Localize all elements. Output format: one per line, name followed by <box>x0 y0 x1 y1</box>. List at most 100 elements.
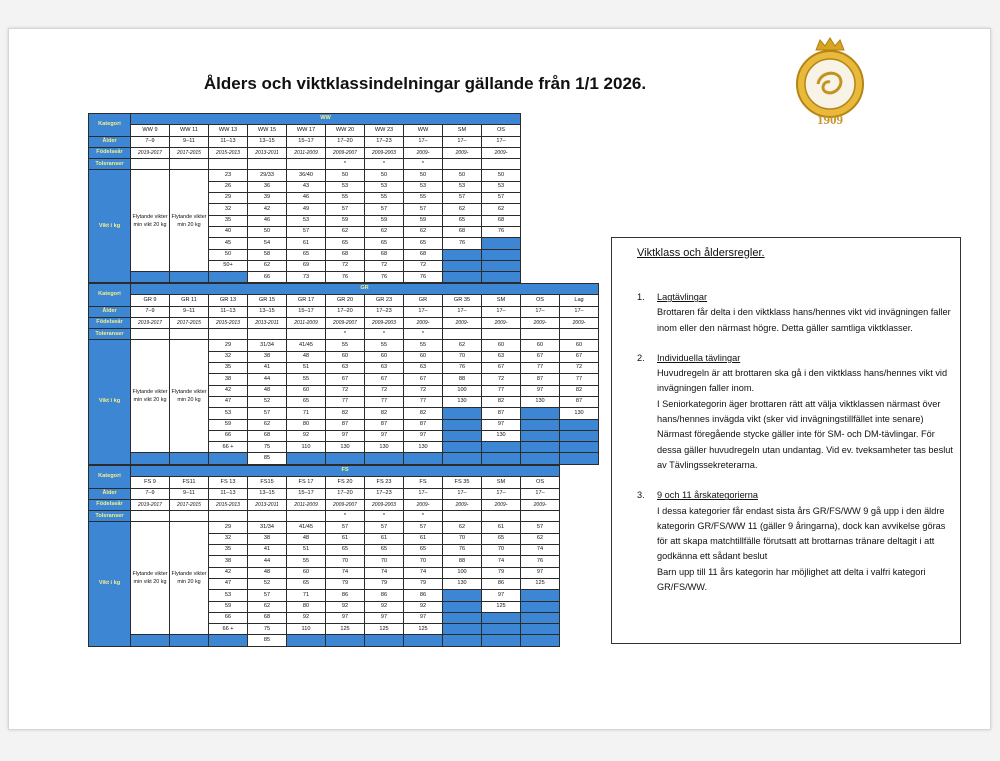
weight-class: 70 <box>442 350 482 364</box>
tolerance: * <box>403 158 443 171</box>
weight-class: 76 <box>403 271 443 284</box>
birth-year: 2009- <box>403 146 443 160</box>
weight-class: 97 <box>403 429 443 443</box>
birth-year-row: Födelseår 2019-2017 2017-2015 2015-2013 2013… <box>88 316 600 330</box>
tolerance: * <box>364 158 404 171</box>
weight-class: 51 <box>286 362 326 375</box>
tolerance: * <box>403 328 443 341</box>
category-name: GR 13 <box>208 294 248 307</box>
rule-heading: 9 och 11 årskategorierna <box>657 490 758 501</box>
category-name: GR <box>403 294 443 307</box>
age: 17– <box>442 135 482 148</box>
age: 13–15 <box>247 305 287 318</box>
empty-cell <box>286 452 326 465</box>
weight-class: 61 <box>403 532 443 546</box>
weight-class: 23 <box>208 169 248 182</box>
weight-class: 68 <box>247 429 287 443</box>
tolerance <box>247 328 287 341</box>
weight-class: 53 <box>403 180 443 194</box>
weight-class: 74 <box>481 555 521 568</box>
age: 7–9 <box>130 305 170 318</box>
weight-class: 55 <box>403 339 443 352</box>
weight-class: 82 <box>325 407 365 420</box>
category-name: GR 15 <box>247 294 287 307</box>
empty-cell <box>519 611 561 625</box>
empty-cell <box>208 271 248 284</box>
tolerance <box>247 158 287 171</box>
group-name: GR <box>129 282 600 296</box>
empty-cell <box>130 271 170 284</box>
age: 9–11 <box>169 305 209 318</box>
weight-class: 63 <box>325 362 365 375</box>
category-name: FS 9 <box>130 476 170 489</box>
category-row: WW 9 WW 11 WW 13 WW 15 WW 17 WW 20 WW 23 WW SM OS <box>89 124 521 137</box>
weight-class: 29 <box>208 521 248 534</box>
weight-class: 50 <box>208 248 248 261</box>
rule-heading: Individuella tävlingar <box>657 352 741 363</box>
tolerance <box>169 328 209 341</box>
weight-class: 76 <box>519 555 561 568</box>
birth-year-label: Födelseår <box>88 146 131 160</box>
weight-class: 100 <box>442 384 482 397</box>
weight-class: 59 <box>325 214 365 227</box>
age: 17– <box>442 487 482 500</box>
weight-class: 79 <box>481 566 521 579</box>
empty-cell <box>481 441 521 454</box>
empty-cell <box>519 589 561 602</box>
weight-class: 79 <box>364 577 404 591</box>
weight-class: 57 <box>325 203 365 216</box>
weight-class: 29/33 <box>247 169 287 182</box>
weight-class: 65 <box>403 544 443 557</box>
weight-class: 63 <box>403 362 443 375</box>
birth-year: 2009- <box>520 316 560 330</box>
weight-class: 32 <box>208 532 248 546</box>
weight-row: 66 68 92 97 97 97 130 <box>89 429 600 443</box>
rule-text: Huvudregeln är att brottaren ska gå i de… <box>657 368 948 394</box>
rule-text: I Seniorkategorin äger brottaren rätt at… <box>657 398 941 425</box>
weight-class: 130 <box>442 577 482 591</box>
tolerance <box>130 328 170 341</box>
logo: 1909 <box>796 37 864 127</box>
weight-class: 45 <box>208 237 248 250</box>
weight-class: 72 <box>364 259 404 273</box>
age: 17– <box>558 305 600 318</box>
weight-row: Vikt i kg Flytande vikter min vikt 20 kg F… <box>88 521 561 647</box>
weight-class: 82 <box>403 407 443 420</box>
weight-class: 75 <box>247 441 287 454</box>
age-row: Ålder 7–9 9–11 11–13 13–15 15–17 17–20 17–23 17–… <box>88 487 561 500</box>
weight-class: 46 <box>247 214 287 227</box>
weight-row: 66 73 76 76 76 <box>89 271 521 284</box>
weight-class: 86 <box>325 589 365 602</box>
weight-class: 53 <box>325 180 365 194</box>
table-body: Kategori WW WW 9 WW 11 WW 13 WW 15 WW 17 WW 20 W… <box>88 112 521 284</box>
empty-cell <box>130 452 170 465</box>
category-name: FS <box>403 476 443 489</box>
weight-class: 76 <box>364 271 404 284</box>
floating-weight-note: Flytande vikter min vikt 20 kg <box>130 169 170 273</box>
weight-class: 86 <box>481 577 521 591</box>
category-name: OS <box>519 476 561 489</box>
empty-cell <box>442 259 482 273</box>
weight-class: 38 <box>208 373 248 386</box>
category-name: GR 35 <box>442 294 482 307</box>
weight-class: 62 <box>247 600 287 613</box>
rule-number: 2. <box>637 352 645 363</box>
weight-class: 50 <box>403 169 443 182</box>
weight-row: 59 62 80 87 87 87 97 <box>89 418 600 431</box>
age: 11–13 <box>208 305 248 318</box>
tolerance <box>442 328 482 341</box>
empty-cell <box>481 611 521 625</box>
age: 17– <box>481 487 521 500</box>
weight-class: 60 <box>481 339 521 352</box>
weight-class: 62 <box>442 521 482 534</box>
weight-class: 50 <box>364 169 404 182</box>
weight-class: 50 <box>481 169 521 182</box>
weight-row: 66 +75 110 125 125 125 <box>89 623 561 636</box>
age: 17–20 <box>325 135 365 148</box>
birth-year: 2009-2007 <box>325 316 365 330</box>
weight-class: 72 <box>558 362 600 375</box>
tolerance: * <box>364 328 404 341</box>
weight-class: 29 <box>208 192 248 205</box>
kategori-label: Kategori <box>88 113 131 137</box>
weight-class: 42 <box>208 384 248 397</box>
